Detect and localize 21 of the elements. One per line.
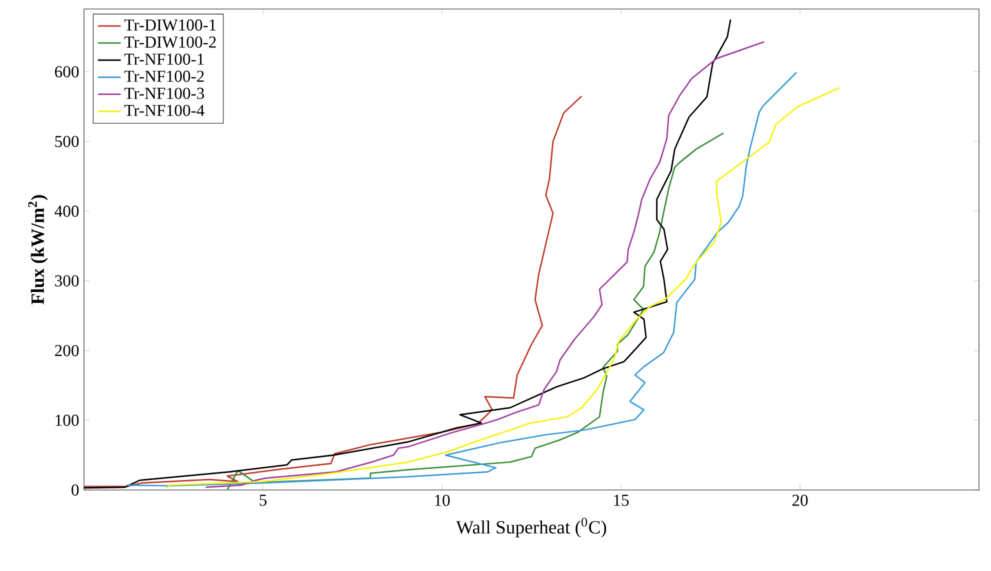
legend-label: Tr-NF100-1 <box>124 54 204 65</box>
y-axis-title: Flux (kW/m$^{2}$) <box>28 195 48 304</box>
legend-label: Tr-NF100-4 <box>124 104 204 116</box>
y-tick-label: 600 <box>55 66 79 78</box>
y-tick-label: 500 <box>55 136 79 148</box>
y-tick-label: 200 <box>55 344 79 356</box>
legend-label: Tr-DIW100-2 <box>124 36 216 48</box>
x-tick-label: 10 <box>435 494 450 506</box>
line-series <box>226 132 724 490</box>
y-tick-label: 300 <box>55 275 79 286</box>
legend-label: Tr-DIW100-1 <box>124 19 216 31</box>
y-tick-label: 400 <box>54 206 79 217</box>
x-axis-title: Wall Superheat ($^{0}$C) <box>456 518 606 538</box>
y-tick-label: 100 <box>56 414 79 426</box>
legend-label: Tr-NF100-2 <box>124 70 204 82</box>
x-tick-label: 20 <box>792 494 808 506</box>
x-tick-label: 5 <box>260 494 267 506</box>
x-tick-label: 15 <box>614 494 629 506</box>
y-tick-label: 0 <box>72 484 79 496</box>
line-series <box>126 72 798 487</box>
legend-label: Tr-NF100-3 <box>124 88 204 100</box>
